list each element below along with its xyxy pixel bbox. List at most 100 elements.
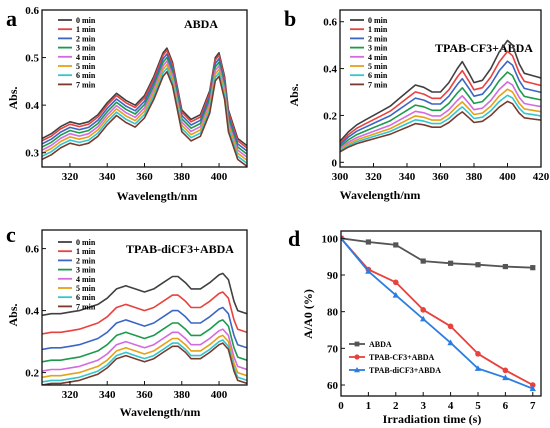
y-tick-label: 80 <box>327 307 339 319</box>
legend-label: 2 min <box>76 34 96 43</box>
series-line <box>42 306 247 351</box>
legend-label: 6 min <box>76 293 96 302</box>
x-tick-label: 340 <box>399 171 416 183</box>
series-line <box>42 56 247 155</box>
data-point <box>420 307 426 313</box>
x-tick-label: 380 <box>466 171 483 183</box>
legend-label: TPAB-CF3+ABDA <box>369 353 435 362</box>
series-group <box>42 272 247 385</box>
legend-label: 6 min <box>368 71 388 80</box>
x-tick-label: 360 <box>432 171 449 183</box>
y-tick-label: 0.6 <box>25 5 39 17</box>
legend-label: 0 min <box>76 238 96 247</box>
legend-marker <box>354 367 360 373</box>
y-tick-label: 100 <box>322 233 339 245</box>
legend-label: 5 min <box>368 62 388 71</box>
series-line <box>340 39 541 142</box>
legend-label: 7 min <box>76 302 96 311</box>
series-line <box>42 272 247 317</box>
y-tick-label: 0.2 <box>25 368 39 380</box>
x-tick-label: 0 <box>338 400 344 412</box>
x-axis-label: Irradiation time (s) <box>383 412 482 426</box>
data-point <box>529 382 536 388</box>
x-axis-label: Wavelength/nm <box>117 189 198 203</box>
series-line <box>341 237 533 269</box>
legend-label: 3 min <box>76 44 96 53</box>
x-tick-label: 400 <box>499 171 516 183</box>
x-tick-label: 400 <box>211 389 228 401</box>
series-line <box>340 50 541 144</box>
panel-label: c <box>6 222 16 247</box>
data-point <box>475 351 481 357</box>
series-line <box>42 328 247 372</box>
legend: ABDA TPAB-CF3+ABDA TPAB-diCF3+ABDA <box>349 340 441 375</box>
data-point <box>530 265 536 271</box>
panel-title: TPAB-diCF3+ABDA <box>126 242 234 256</box>
series-line <box>42 291 247 335</box>
series-group <box>42 47 247 167</box>
legend-label: 4 min <box>76 53 96 62</box>
data-point <box>447 339 454 346</box>
x-tick-label: 320 <box>365 171 382 183</box>
series-line <box>340 71 541 148</box>
series-line <box>42 60 247 158</box>
data-point <box>392 279 399 286</box>
series-group <box>341 235 536 392</box>
y-tick-label: 0.3 <box>25 148 39 160</box>
data-point <box>502 367 509 374</box>
series-line <box>42 47 247 147</box>
y-tick-label: 60 <box>327 380 339 392</box>
panel-d: d Irradiation time (s) A/A0 (%) 0 1 2 3 4 5 6 7… <box>288 226 542 426</box>
panel-label: d <box>288 226 300 251</box>
data-point <box>474 365 482 371</box>
series-line <box>341 237 534 386</box>
legend-label: 3 min <box>368 44 388 53</box>
x-tick-label: 420 <box>533 171 550 183</box>
panel-title: TPAB-CF3+ABDA <box>435 41 533 55</box>
legend-label: TPAB-diCF3+ABDA <box>369 366 441 375</box>
y-tick-label: 0.5 <box>25 53 39 65</box>
x-tick-label: 360 <box>136 171 153 183</box>
x-tick-label: 2 <box>393 400 399 412</box>
data-point <box>447 260 454 266</box>
legend-label: 1 min <box>76 25 96 34</box>
series-group <box>340 39 541 153</box>
x-tick-label: 400 <box>211 171 228 183</box>
legend-marker <box>354 354 360 360</box>
x-tick-label: 380 <box>174 171 191 183</box>
y-tick-label: 0.4 <box>323 64 337 76</box>
x-tick-label: 360 <box>136 389 153 401</box>
y-axis-label: A/A0 (%) <box>301 289 315 339</box>
panel-label: b <box>284 6 296 31</box>
legend-label: 2 min <box>368 34 388 43</box>
y-tick-label: 0.2 <box>323 110 337 122</box>
data-point <box>393 242 399 248</box>
data-point <box>502 374 509 381</box>
series-line <box>340 60 541 146</box>
series-line <box>340 88 541 151</box>
legend-label: 3 min <box>76 266 96 275</box>
x-tick-label: 320 <box>62 171 79 183</box>
series-line <box>42 334 247 379</box>
legend-label: 5 min <box>76 284 96 293</box>
data-point <box>419 315 427 322</box>
legend-label: 6 min <box>76 71 96 80</box>
y-tick-label: 0.4 <box>25 100 39 112</box>
series-line <box>42 67 247 164</box>
legend-label: 1 min <box>76 247 96 256</box>
legend-label: 5 min <box>76 62 96 71</box>
series-line <box>341 237 534 390</box>
legend-marker <box>354 341 360 347</box>
series-line <box>42 63 247 161</box>
data-point <box>502 263 508 270</box>
y-axis-label: Abs. <box>6 86 20 109</box>
series-line <box>340 100 541 153</box>
x-tick-label: 380 <box>174 389 191 401</box>
y-tick-label: 0 <box>332 157 338 169</box>
legend-label: 2 min <box>76 256 96 265</box>
series-line <box>42 339 247 383</box>
data-point <box>475 262 481 268</box>
x-tick-label: 4 <box>448 400 454 412</box>
x-tick-label: 340 <box>99 171 116 183</box>
